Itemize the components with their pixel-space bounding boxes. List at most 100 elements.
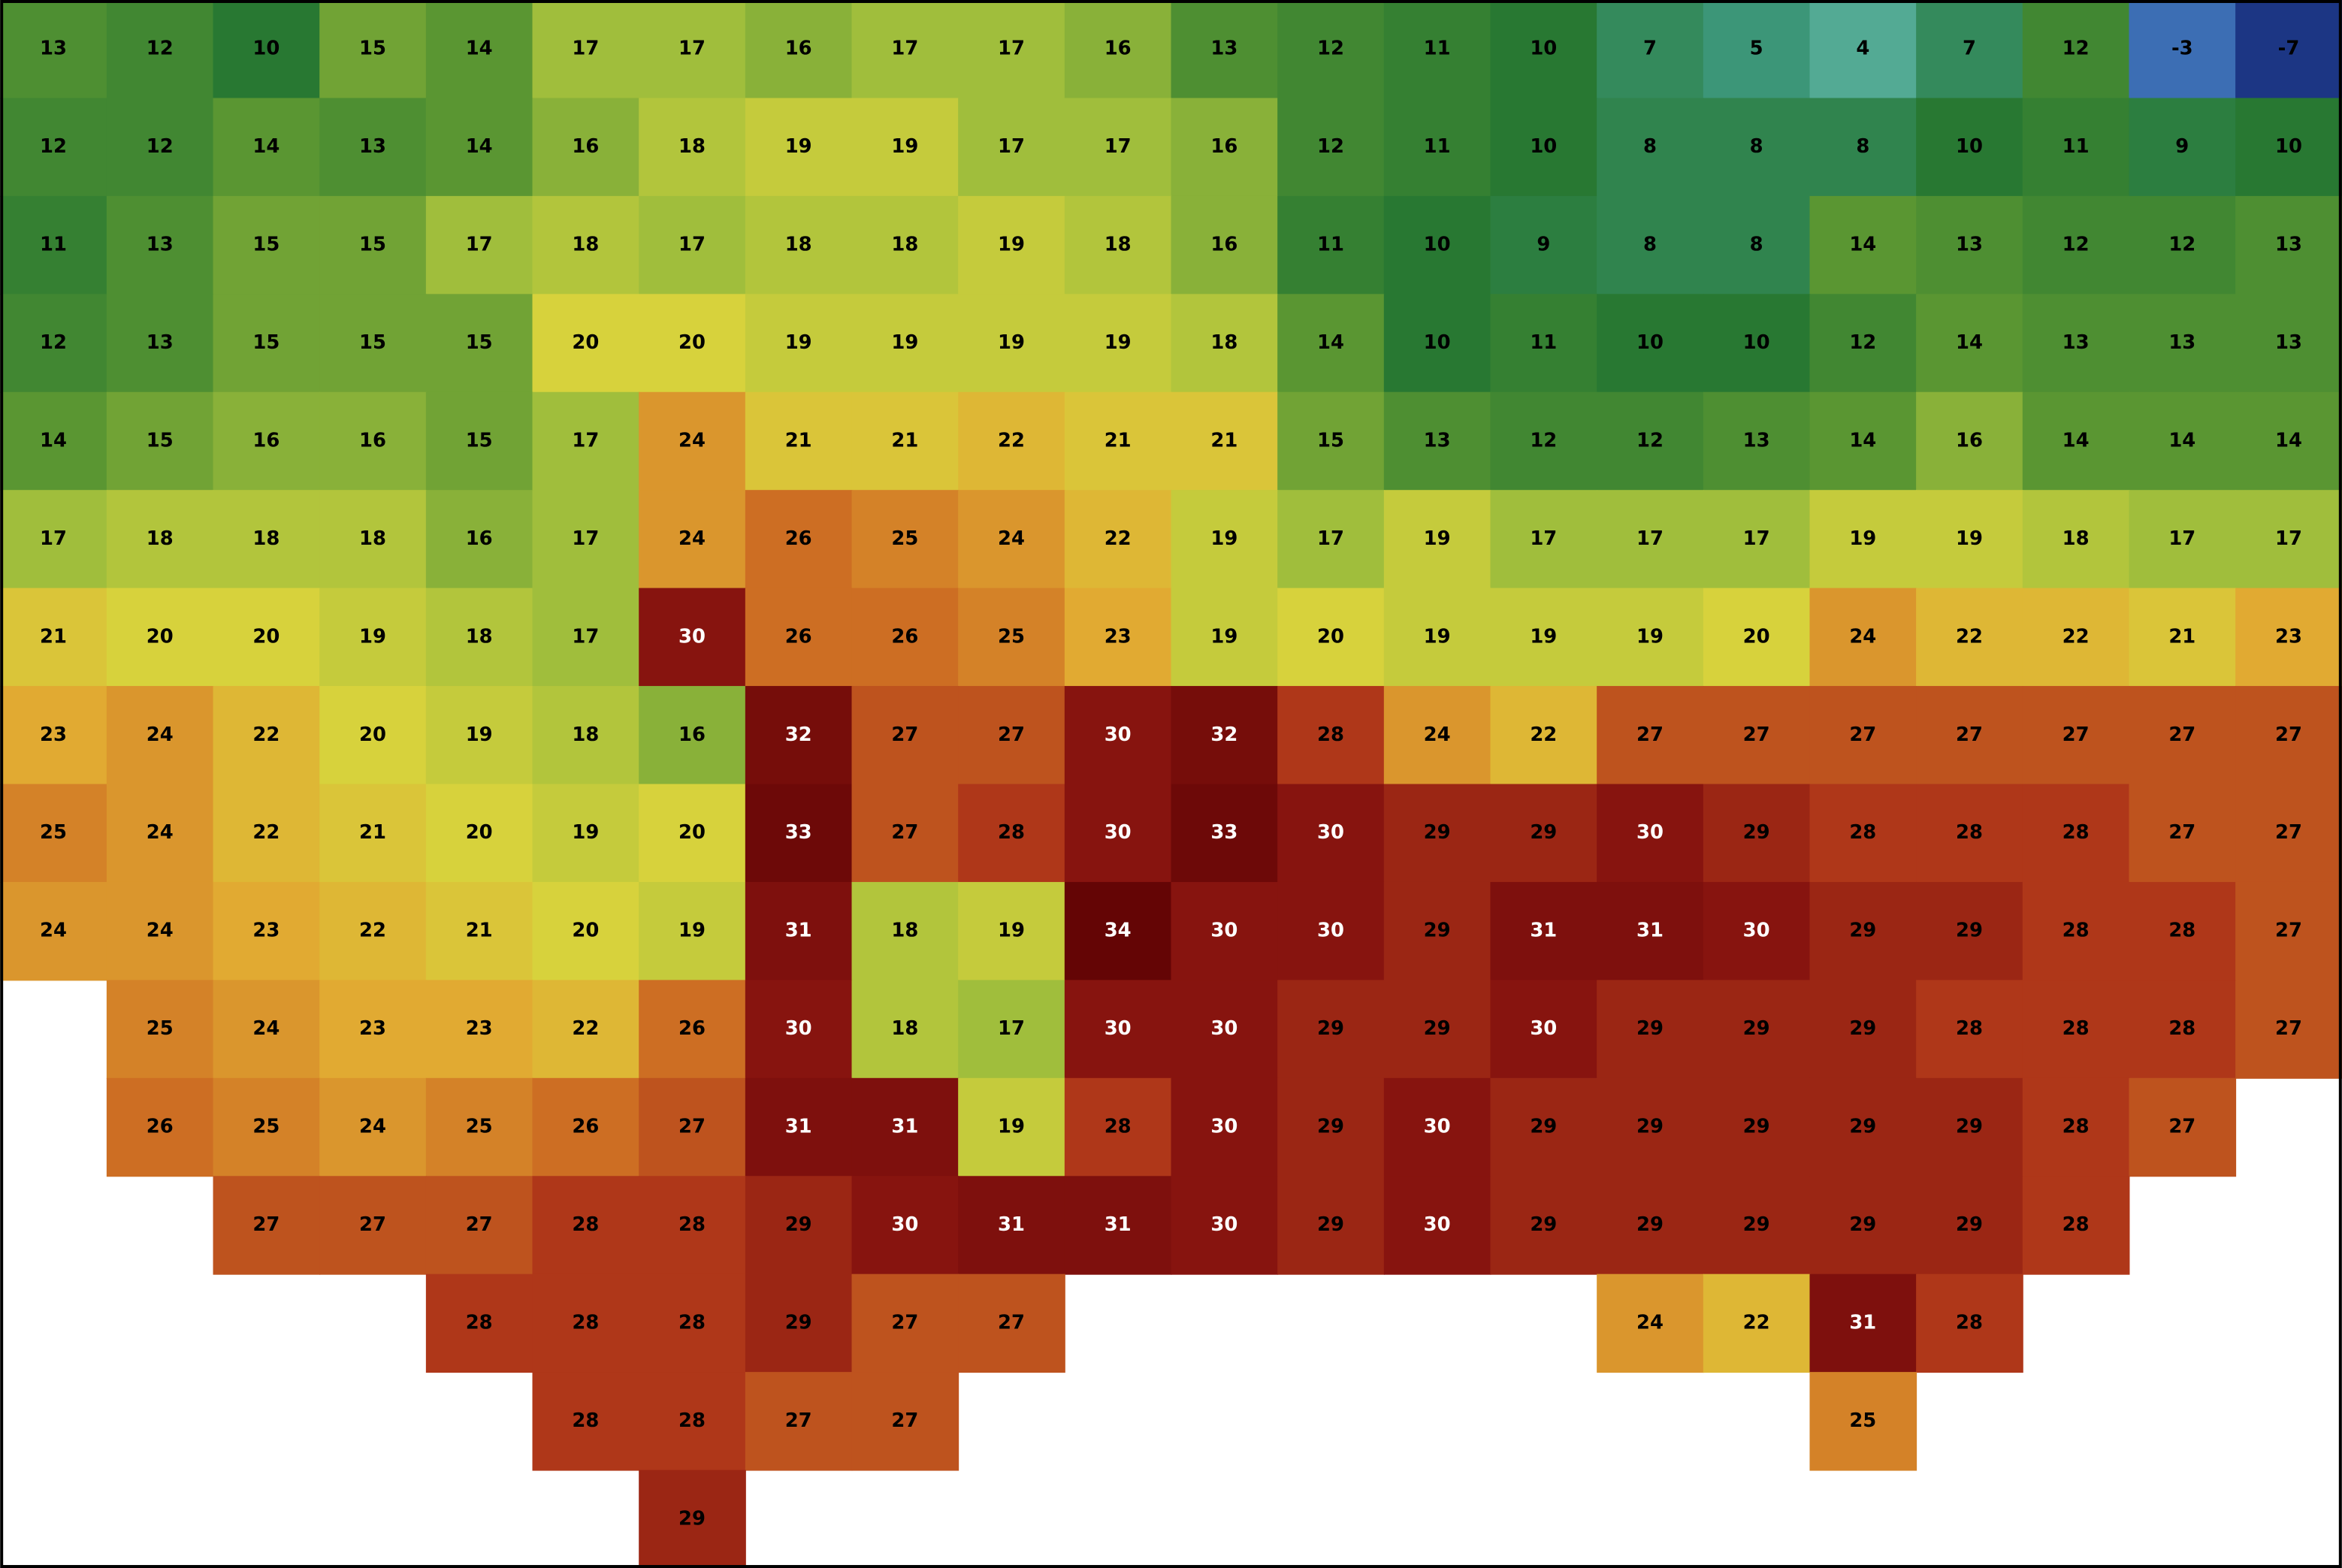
temperature-label: 9	[2175, 135, 2189, 158]
temperature-label: 22	[1956, 625, 1983, 648]
temperature-cell	[319, 1077, 427, 1177]
temperature-label: 24	[1849, 625, 1876, 648]
temperature-cell	[1064, 980, 1172, 1079]
temperature-label: 17	[1105, 135, 1132, 158]
temperature-label: 16	[252, 429, 280, 452]
temperature-cell	[106, 980, 214, 1079]
temperature-label: 20	[466, 821, 493, 844]
temperature-label: 28	[2062, 1116, 2090, 1138]
temperature-label: 18	[466, 625, 493, 648]
temperature-label: 30	[1530, 1017, 1557, 1040]
temperature-cell	[532, 784, 640, 883]
temperature-label: 27	[466, 1213, 493, 1236]
temperature-cell	[1597, 881, 1704, 981]
temperature-cell	[1703, 98, 1811, 197]
temperature-cell	[0, 881, 107, 981]
temperature-cell	[1809, 784, 1917, 883]
temperature-label: 22	[359, 920, 386, 942]
temperature-cell	[745, 588, 853, 687]
temperature-label: 13	[1956, 234, 1983, 256]
temperature-cell	[532, 1077, 640, 1177]
temperature-cell	[1171, 195, 1279, 295]
temperature-cell	[1064, 784, 1172, 883]
temperature-cell	[1064, 686, 1172, 785]
temperature-label: 11	[40, 234, 67, 256]
temperature-cell	[2022, 195, 2130, 295]
temperature-label: 16	[785, 38, 812, 60]
temperature-cell	[425, 881, 533, 981]
temperature-label: 30	[1743, 920, 1770, 942]
temperature-label: 20	[147, 625, 174, 648]
temperature-cell	[1703, 490, 1811, 589]
temperature-cell	[958, 1273, 1065, 1373]
temperature-cell	[1809, 588, 1917, 687]
temperature-cell	[1916, 1176, 2023, 1275]
temperature-cell	[2235, 490, 2342, 589]
temperature-label: 11	[1424, 38, 1451, 60]
temperature-label: 28	[2062, 920, 2090, 942]
temperature-cell	[958, 1176, 1065, 1275]
temperature-label: 24	[147, 724, 174, 746]
temperature-cell	[425, 391, 533, 491]
temperature-cell	[425, 490, 533, 589]
temperature-label: 28	[678, 1213, 706, 1236]
temperature-cell	[1703, 0, 1811, 99]
temperature-cell	[1916, 1273, 2023, 1373]
temperature-label: 17	[1317, 527, 1344, 550]
temperature-label: 19	[1530, 625, 1557, 648]
temperature-label: 11	[2062, 135, 2090, 158]
temperature-cell	[2235, 294, 2342, 393]
temperature-cell	[1703, 784, 1811, 883]
temperature-cell	[1490, 490, 1598, 589]
temperature-cell	[1597, 980, 1704, 1079]
temperature-label: 21	[40, 625, 67, 648]
temperature-cell	[106, 1077, 214, 1177]
temperature-cell	[1064, 294, 1172, 393]
temperature-cell	[213, 980, 321, 1079]
temperature-label: 18	[147, 527, 174, 550]
temperature-label: 11	[1530, 331, 1557, 354]
temperature-cell	[745, 881, 853, 981]
temperature-label: 10	[1956, 135, 1983, 158]
temperature-label: 14	[2275, 429, 2302, 452]
temperature-cell	[319, 490, 427, 589]
temperature-label: 9	[1537, 234, 1550, 256]
temperature-label: 27	[2168, 1116, 2195, 1138]
temperature-cell	[1916, 881, 2023, 981]
temperature-cell	[2022, 784, 2130, 883]
temperature-label: 22	[1105, 527, 1132, 550]
temperature-cell	[745, 784, 853, 883]
temperature-cell	[1490, 195, 1598, 295]
temperature-label: 16	[1105, 38, 1132, 60]
temperature-label: 28	[572, 1311, 599, 1334]
temperature-cell	[1916, 0, 2023, 99]
temperature-label: 29	[1743, 1213, 1770, 1236]
temperature-cell	[1703, 1077, 1811, 1177]
temperature-cell	[1383, 0, 1491, 99]
temperature-cell	[106, 195, 214, 295]
temperature-cell	[2022, 980, 2130, 1079]
temperature-label: 17	[40, 527, 67, 550]
temperature-cell	[2129, 195, 2237, 295]
temperature-cell	[1064, 391, 1172, 491]
temperature-cell	[106, 0, 214, 99]
temperature-cell	[2129, 294, 2237, 393]
temperature-label: 20	[1317, 625, 1344, 648]
temperature-cell	[425, 1077, 533, 1177]
temperature-cell	[532, 881, 640, 981]
temperature-label: 23	[40, 724, 67, 746]
temperature-cell	[532, 294, 640, 393]
temperature-cell	[319, 98, 427, 197]
temperature-cell	[639, 391, 746, 491]
temperature-label: 19	[1424, 527, 1451, 550]
temperature-label: 17	[1636, 527, 1664, 550]
temperature-cell	[1383, 881, 1491, 981]
temperature-cell	[0, 784, 107, 883]
temperature-cell	[1597, 1273, 1704, 1373]
temperature-label: 13	[2275, 234, 2302, 256]
temperature-cell	[851, 686, 959, 785]
temperature-label: 28	[1849, 821, 1876, 844]
temperature-label: 28	[1956, 821, 1983, 844]
temperature-label: 26	[678, 1017, 706, 1040]
